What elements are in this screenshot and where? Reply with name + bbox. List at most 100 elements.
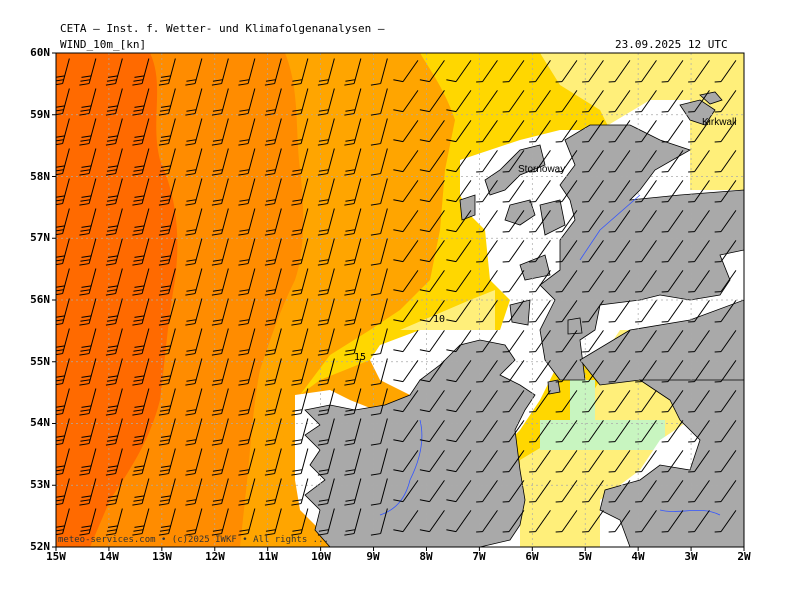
wind-barb — [211, 508, 229, 536]
wind-barb — [582, 150, 604, 173]
wind-barb — [132, 88, 150, 116]
wind-barb — [291, 478, 309, 506]
wind-barb — [714, 450, 737, 473]
wind-barb — [211, 58, 229, 86]
wind-barb — [291, 88, 309, 116]
wind-barb — [264, 178, 282, 206]
wind-barb — [608, 150, 631, 173]
wind-barb — [56, 208, 70, 236]
wind-barb — [211, 118, 229, 146]
wind-barb — [344, 448, 362, 476]
wind-barb — [79, 448, 97, 476]
wind-barb — [635, 360, 657, 383]
wind-barb — [635, 480, 657, 503]
wind-barb — [393, 120, 419, 143]
wind-barb — [185, 178, 203, 206]
wind-barb — [608, 300, 631, 323]
wind-barb — [555, 270, 578, 293]
wind-barb — [529, 450, 551, 473]
wind-barb — [264, 508, 282, 536]
wind-barb — [158, 178, 176, 206]
wind-barb — [291, 358, 309, 386]
wind-barb — [476, 420, 498, 443]
wind-barb — [476, 450, 498, 473]
wind-barb — [714, 300, 737, 323]
lon-label: 13W — [152, 550, 172, 563]
wind-barb — [635, 60, 657, 83]
wind-barb — [317, 238, 335, 266]
wind-barb — [555, 180, 578, 203]
wind-barb — [238, 478, 256, 506]
wind-barb — [105, 418, 123, 446]
wind-barb — [211, 448, 229, 476]
wind-barb — [185, 328, 203, 356]
wind-barb — [582, 300, 604, 323]
calm-patch — [570, 380, 595, 420]
wind-barb — [393, 420, 419, 443]
wind-barb — [661, 480, 684, 503]
wind-barb — [688, 210, 710, 233]
wind-barb — [370, 508, 388, 536]
wind-barb — [344, 238, 362, 266]
wind-barb — [158, 508, 176, 536]
wind-barb — [582, 450, 604, 473]
lat-label: 52N — [30, 540, 50, 553]
wind-barb — [502, 480, 525, 503]
wind-barb — [344, 148, 362, 176]
wind-barb — [582, 180, 604, 203]
wind-barb — [661, 210, 684, 233]
wind-barb — [158, 118, 176, 146]
outer-hebrides — [484, 144, 546, 196]
wind-barb — [79, 58, 97, 86]
wind-barb — [79, 178, 97, 206]
wind-barb — [635, 510, 657, 533]
wind-barb — [688, 420, 710, 443]
wind-barb — [608, 90, 631, 113]
wind-barb — [608, 420, 631, 443]
wind-barb — [264, 58, 282, 86]
wind-barb — [555, 300, 578, 323]
wind-barb — [608, 360, 631, 383]
wind-barb — [688, 510, 710, 533]
wind-barb — [79, 238, 97, 266]
wind-barb — [635, 240, 657, 263]
wind-barb — [291, 178, 309, 206]
wind-barb — [158, 328, 176, 356]
wind-barb — [211, 268, 229, 296]
wind-barb — [661, 120, 684, 143]
wind-barb — [238, 388, 256, 416]
lon-label: 5W — [578, 550, 592, 563]
wind-barb — [370, 298, 388, 326]
wind-barb — [446, 270, 472, 293]
wind-barb — [264, 118, 282, 146]
wind-barb — [555, 90, 578, 113]
wind-barb — [105, 328, 123, 356]
wind-barb — [317, 148, 335, 176]
wind-barb — [582, 420, 604, 443]
wind-barb — [555, 210, 578, 233]
wind-barb — [419, 450, 445, 473]
wind-barb — [317, 88, 335, 116]
wind-barb — [56, 58, 70, 86]
wind-barb — [105, 508, 123, 536]
wind-barb — [238, 268, 256, 296]
place-label-stornoway: Stornoway — [518, 164, 565, 175]
wind-barb — [661, 270, 684, 293]
wind-barb — [635, 450, 657, 473]
wind-barb — [608, 210, 631, 233]
wind-barb — [502, 330, 525, 353]
wind-barb — [476, 90, 498, 113]
wind-barb — [238, 118, 256, 146]
wind-barb — [158, 358, 176, 386]
calm-patch — [540, 420, 665, 450]
wind-barb — [79, 298, 97, 326]
wind-barb — [529, 360, 551, 383]
wind-barb — [211, 238, 229, 266]
wind-barb — [555, 420, 578, 443]
wind-barb — [393, 180, 419, 203]
wind-barb — [238, 358, 256, 386]
wind-barb — [502, 150, 525, 173]
wind-barb — [185, 58, 203, 86]
wind-barb — [555, 450, 578, 473]
wind-barb — [370, 238, 388, 266]
